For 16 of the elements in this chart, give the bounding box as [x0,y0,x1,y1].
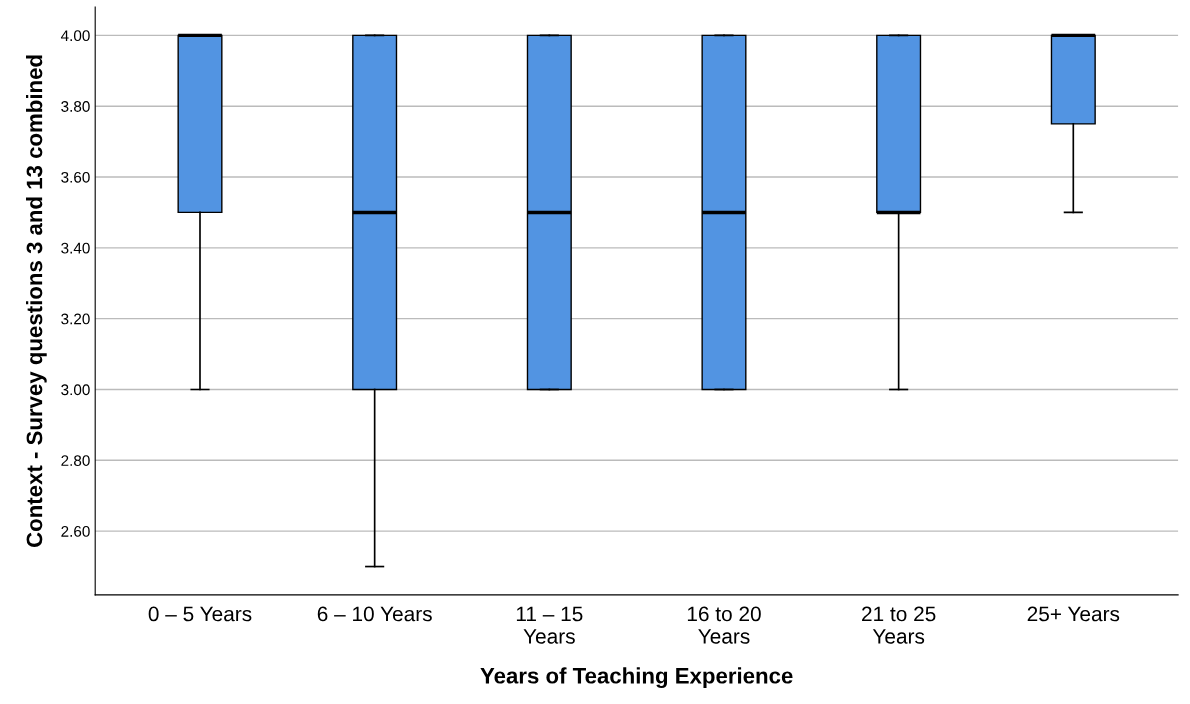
y-axis-title: Context - Survey questions 3 and 13 combined [26,55,47,547]
y-tick-label: 3.00 [61,384,90,396]
y-tick-label: 2.60 [61,526,90,537]
y-tick-label: 3.80 [61,101,90,112]
y-tick-label: 2.80 [61,455,90,466]
y-tick-label: 3.60 [61,171,90,183]
x-tick-label: 11 – 15 Years [516,606,583,644]
x-axis-title: Years of Teaching Experience [480,667,793,689]
x-tick-label: 21 to 25 Years [862,606,936,644]
x-tick-label: 0 – 5 Years [148,606,252,622]
y-tick-label: 3.20 [61,313,90,325]
x-tick-label: 6 – 10 Years [317,606,432,622]
x-tick-label: 25+ Years [1027,606,1120,622]
y-tick-label: 4.00 [60,30,90,42]
y-tick-label: 3.40 [61,242,90,254]
x-tick-label: 16 to 20 Years [687,606,761,644]
